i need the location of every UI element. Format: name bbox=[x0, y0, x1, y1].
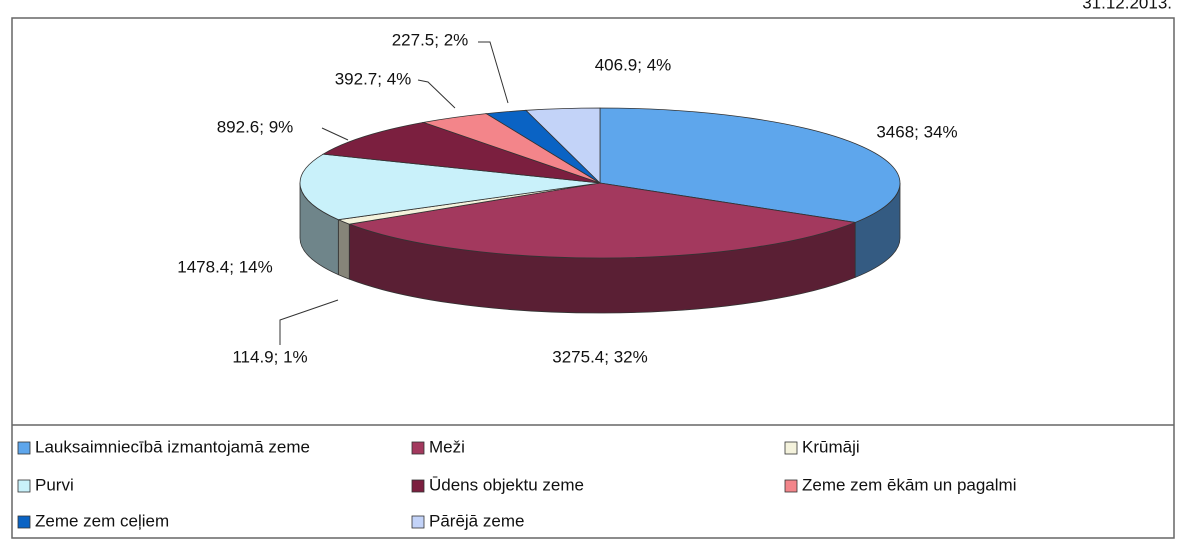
chart-frame bbox=[11, 17, 1175, 539]
data-label: 114.9; 1% bbox=[232, 347, 307, 366]
legend-swatch bbox=[17, 441, 31, 455]
legend-swatch bbox=[17, 479, 31, 493]
slice bbox=[525, 107, 601, 184]
leader-line bbox=[478, 41, 509, 104]
legend-swatch bbox=[784, 441, 798, 455]
leader-line bbox=[279, 299, 339, 345]
legend-label: Zeme zem ceļiem bbox=[35, 511, 169, 530]
data-label: 3468; 34% bbox=[876, 122, 957, 141]
legend-label: Pārējā zeme bbox=[429, 511, 524, 530]
slice bbox=[599, 107, 901, 223]
slice-side bbox=[337, 219, 350, 280]
data-label: 227.5; 2% bbox=[392, 30, 469, 49]
legend-swatch bbox=[411, 441, 425, 455]
legend-label: Krūmāji bbox=[802, 437, 860, 456]
legend-label: Zeme zem ēkām un pagalmi bbox=[802, 475, 1016, 494]
legend-swatch bbox=[784, 479, 798, 493]
legend-label: Ūdens objektu zeme bbox=[429, 475, 584, 494]
legend-swatch bbox=[411, 515, 425, 529]
legend-label: Lauksaimniecībā izmantojamā zeme bbox=[35, 437, 310, 456]
legend-label: Meži bbox=[429, 437, 465, 456]
data-label: 406.9; 4% bbox=[595, 55, 672, 74]
legend-swatch bbox=[17, 515, 31, 529]
slice bbox=[347, 182, 857, 259]
date: 31.12.2013. bbox=[1082, 0, 1172, 12]
leader-line bbox=[321, 127, 349, 141]
legend-swatch bbox=[411, 479, 425, 493]
slice bbox=[321, 121, 601, 184]
data-label: 892.6; 9% bbox=[217, 117, 294, 136]
leader-line bbox=[417, 79, 456, 109]
data-label: 392.7; 4% bbox=[335, 69, 412, 88]
legend-label: Purvi bbox=[35, 475, 74, 494]
data-label: 3275.4; 32% bbox=[552, 347, 647, 366]
data-label: 1478.4; 14% bbox=[177, 257, 272, 276]
slice bbox=[299, 153, 601, 221]
